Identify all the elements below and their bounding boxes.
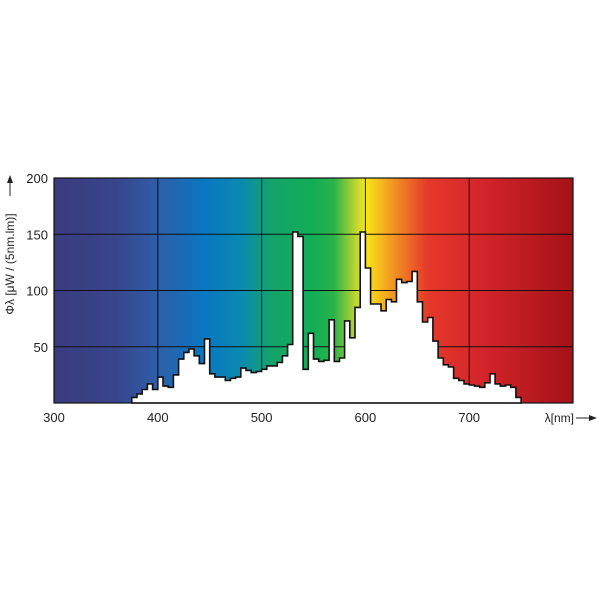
y-tick-label: 200 (26, 171, 48, 186)
x-axis-label: λ[nm] (545, 411, 574, 425)
x-axis-ticks: 300 400 500 600 700 (43, 410, 480, 425)
y-axis-ticks: 50 100 150 200 (26, 171, 48, 355)
x-tick-label: 600 (355, 410, 377, 425)
x-tick-label: 400 (147, 410, 169, 425)
x-tick-label: 300 (43, 410, 65, 425)
x-tick-label: 700 (458, 410, 480, 425)
y-tick-label: 150 (26, 227, 48, 242)
spectral-distribution-area (131, 231, 522, 404)
plot-frame (53, 177, 574, 404)
y-axis-arrowhead-icon (7, 175, 13, 183)
y-tick-label: 100 (26, 284, 48, 299)
y-axis-label: Φλ [μW / (5nm.lm)] (3, 213, 17, 314)
x-tick-label: 500 (251, 410, 273, 425)
x-axis-arrowhead-icon (589, 415, 597, 421)
y-tick-label: 50 (34, 340, 48, 355)
